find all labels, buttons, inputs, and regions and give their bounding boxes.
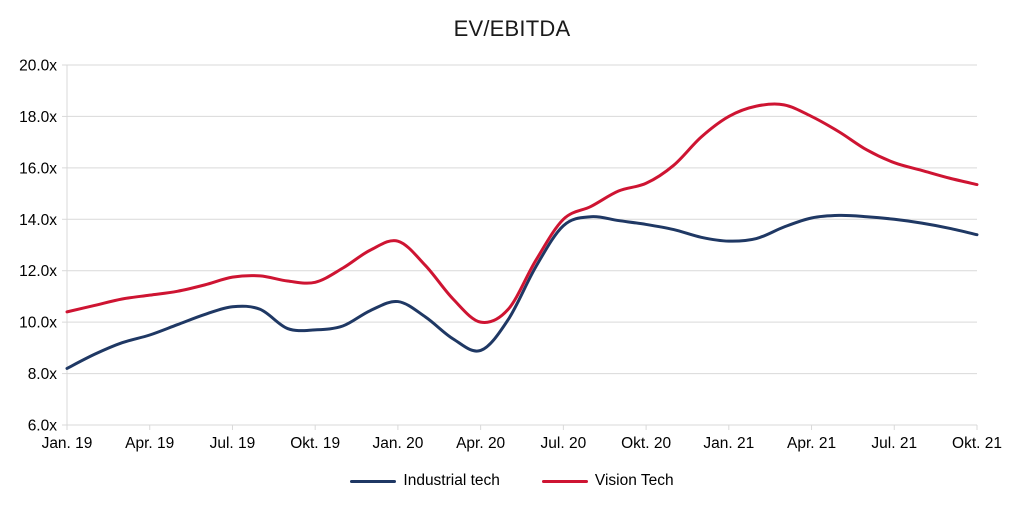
x-axis-label: Jul. 19 [210,435,256,452]
x-axis-label: Apr. 20 [456,435,505,452]
series-line-industrial-tech [65,213,979,370]
y-axis-label: 10.0x [19,315,57,332]
x-axis-label: Apr. 21 [787,435,836,452]
x-axis-label: Jul. 21 [871,435,917,452]
legend-line-swatch-industrial-tech [350,479,397,483]
y-axis-label: 8.0x [28,366,58,383]
legend: Industrial tech Vision Tech [0,472,1024,490]
y-axis-label: 14.0x [19,212,57,229]
chart-title: EV/EBITDA [453,16,571,41]
legend-line-swatch-vision-tech [541,479,588,483]
x-axis-label: Jan. 20 [372,435,423,452]
x-axis-label: Okt. 19 [290,435,340,452]
x-axis-label: Jul. 20 [541,435,587,452]
x-axis-label: Apr. 19 [125,435,174,452]
y-axis-label: 6.0x [28,418,58,435]
x-axis-label: Jan. 21 [703,435,754,452]
legend-item-vision-tech: Vision Tech [541,472,674,490]
chart-svg: 6.0x 8.0x 10.0x 12.0x 14.0x 16.0x 18.0x 20.0x Ja… [19,58,1002,453]
legend-label-industrial-tech: Industrial tech [403,472,500,489]
x-axis-label: Okt. 20 [621,435,671,452]
series-line-vision-tech [65,102,979,325]
legend-label-vision-tech: Vision Tech [594,472,674,489]
x-axis-label: Okt. 21 [952,435,1002,452]
y-axis-label: 20.0x [19,58,57,75]
legend-item-industrial-tech: Industrial tech [350,472,500,490]
y-axis-label: 18.0x [19,109,57,126]
y-axis-label: 16.0x [19,160,57,177]
y-axis-label: 12.0x [19,263,57,280]
x-axis-label: Jan. 19 [42,435,93,452]
